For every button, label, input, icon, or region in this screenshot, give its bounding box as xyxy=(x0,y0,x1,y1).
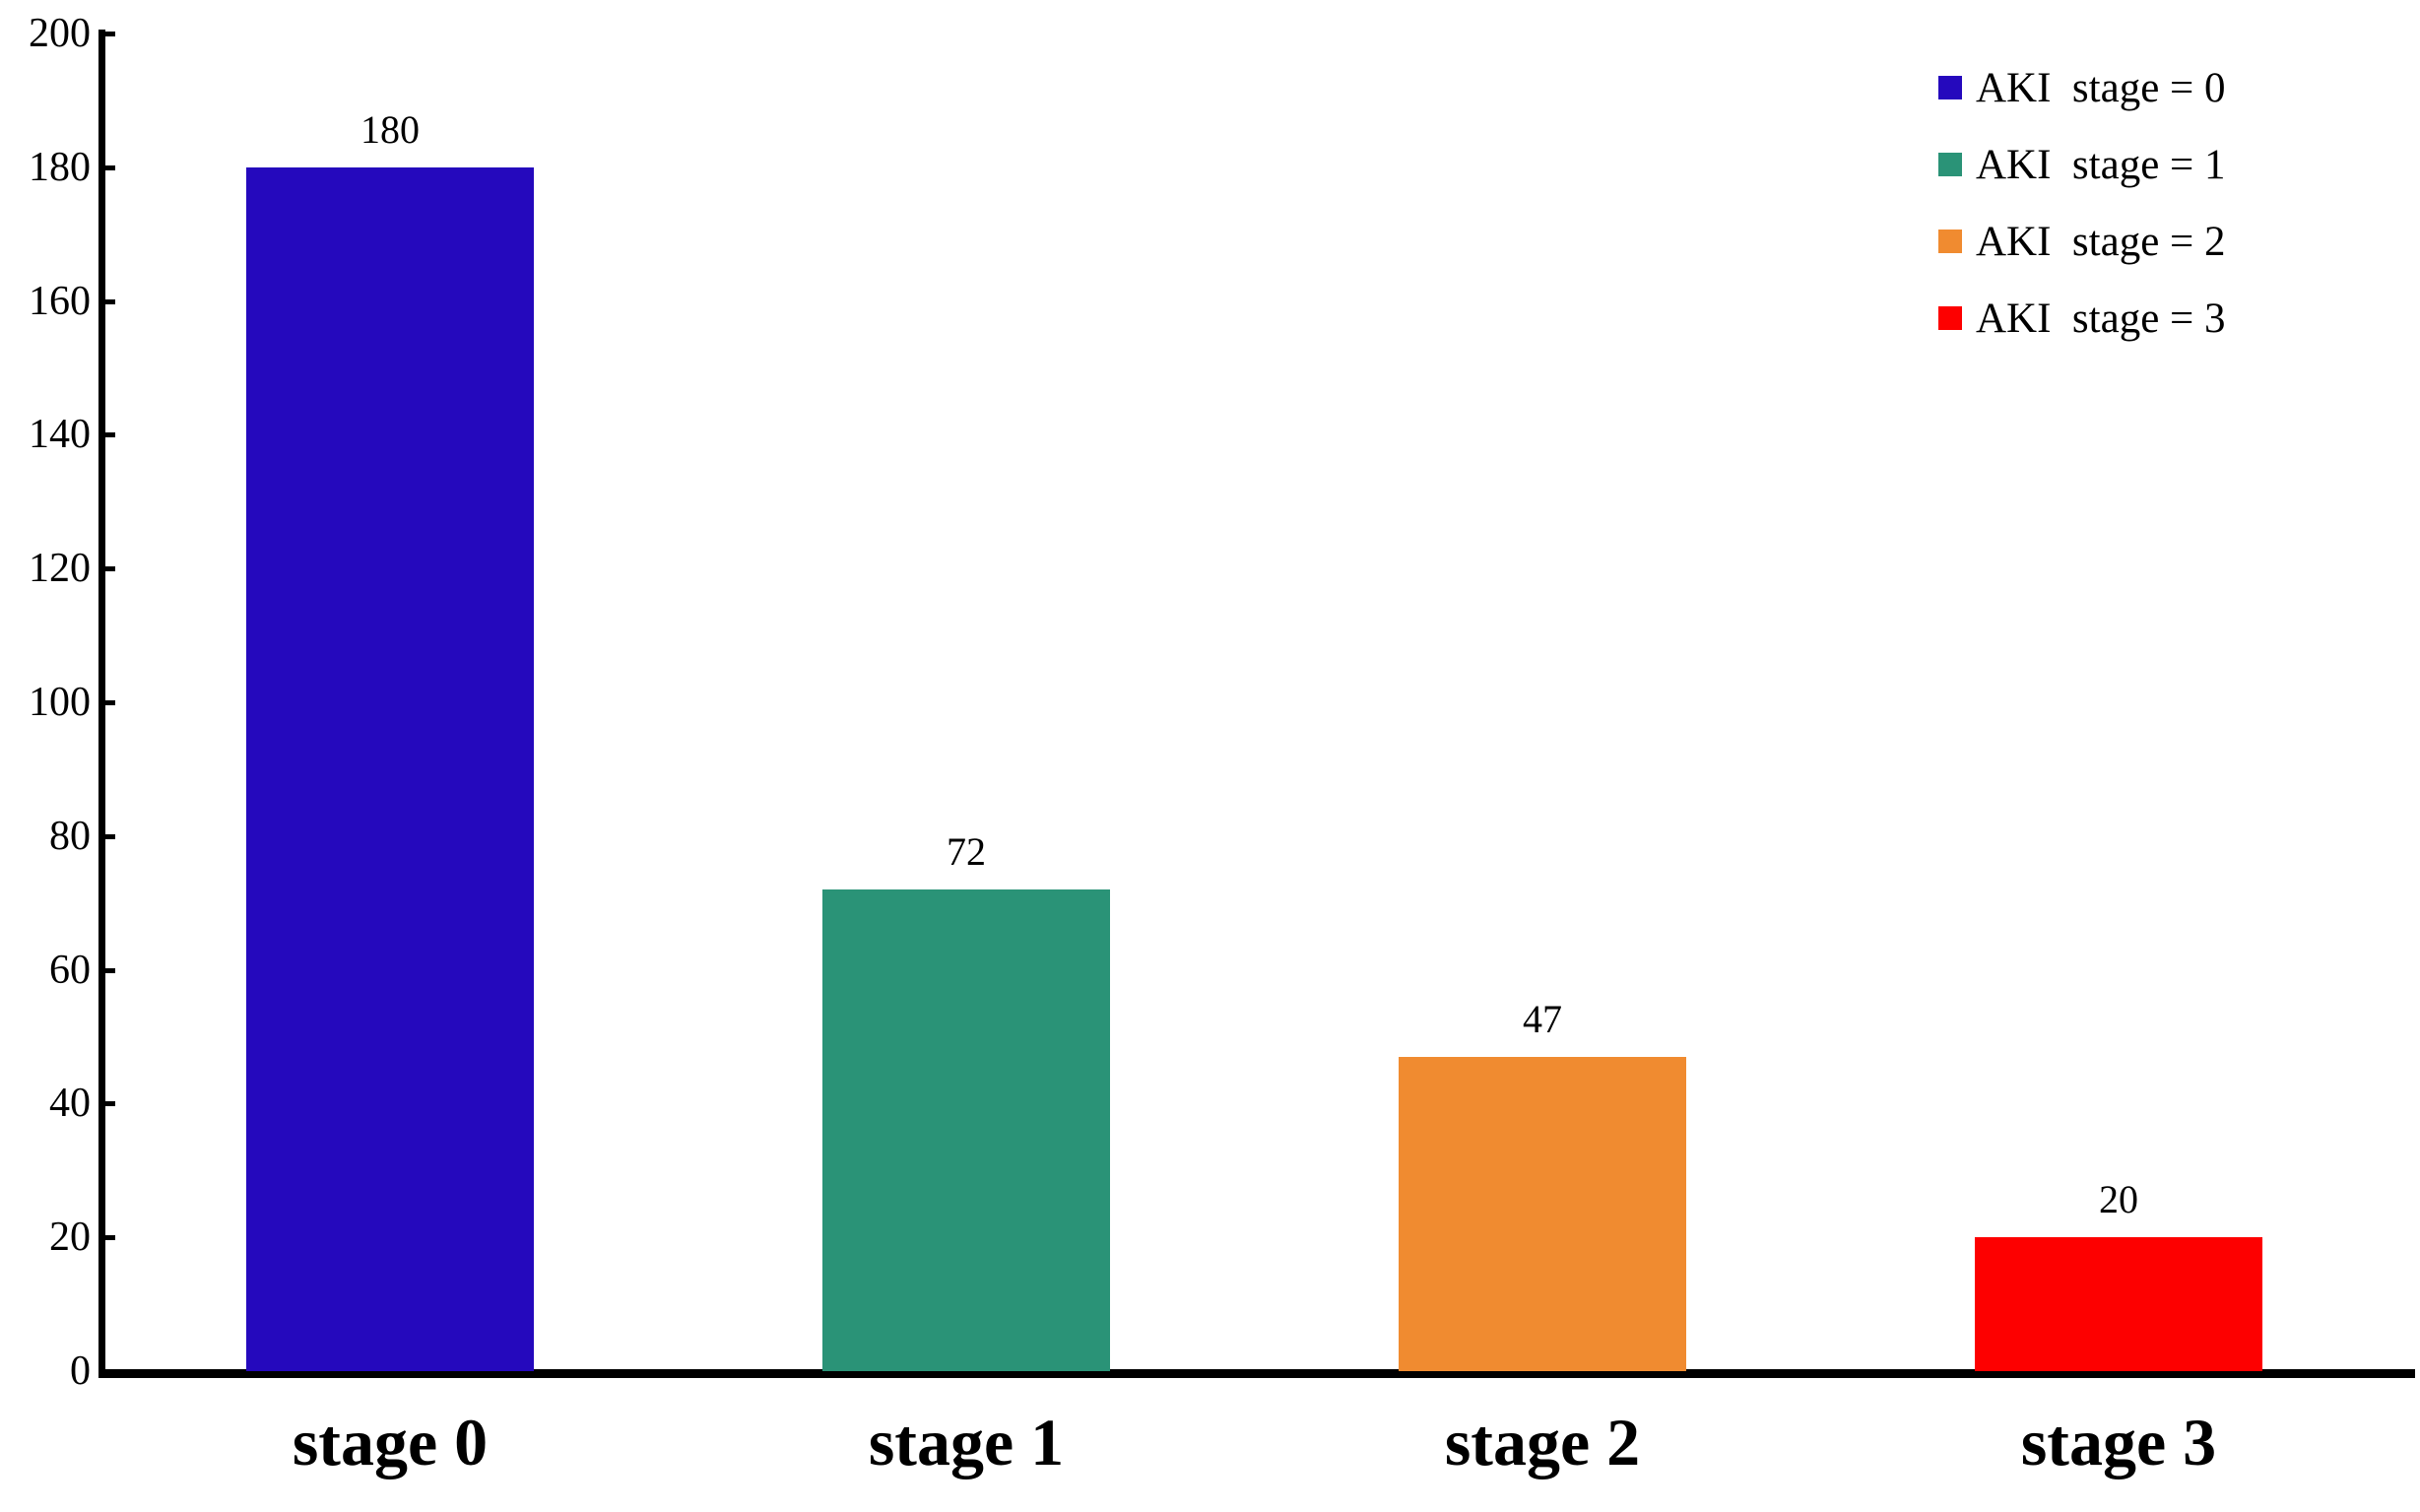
y-axis-tick xyxy=(100,298,115,304)
legend-color-swatch xyxy=(1938,76,1962,99)
bar-value-label: 180 xyxy=(360,106,420,152)
legend-item-label: AKI stage = 2 xyxy=(1976,218,2226,265)
bar-value-label: 20 xyxy=(2099,1177,2138,1222)
y-axis-tick xyxy=(100,967,115,973)
y-axis-tick xyxy=(100,700,115,705)
bar-stage-1 xyxy=(822,889,1110,1371)
legend-item: AKI stage = 1 xyxy=(1938,126,2226,203)
y-axis-tick xyxy=(100,1101,115,1107)
y-axis-tick-label: 200 xyxy=(29,11,91,56)
y-axis-tick-label: 140 xyxy=(29,412,91,458)
y-axis-tick xyxy=(100,1369,115,1374)
legend-color-swatch xyxy=(1938,153,1962,176)
y-axis-tick xyxy=(100,1235,115,1241)
bar-stage-2 xyxy=(1399,1056,1686,1371)
y-axis-tick-label: 20 xyxy=(49,1215,91,1261)
x-axis-label-stage-0: stage 0 xyxy=(292,1405,489,1479)
legend-item-label: AKI stage = 3 xyxy=(1976,295,2226,342)
bar-stage-3 xyxy=(1975,1237,2262,1371)
legend: AKI stage = 0 AKI stage = 1 AKI stage = 2 A… xyxy=(1938,49,2226,357)
y-axis-tick-label: 180 xyxy=(29,144,91,190)
y-axis-tick-label: 60 xyxy=(49,947,91,993)
x-axis-label-stage-1: stage 1 xyxy=(868,1405,1065,1479)
y-axis-tick-label: 120 xyxy=(29,546,91,592)
y-axis-tick-label: 160 xyxy=(29,278,91,324)
y-axis-tick-label: 80 xyxy=(49,813,91,859)
bar-value-label: 47 xyxy=(1523,996,1562,1041)
legend-item: AKI stage = 3 xyxy=(1938,280,2226,357)
y-axis-tick-label: 100 xyxy=(29,680,91,725)
legend-item-label: AKI stage = 0 xyxy=(1976,64,2226,111)
y-axis-tick xyxy=(100,833,115,839)
y-axis-tick-label: 40 xyxy=(49,1081,91,1127)
y-axis-tick xyxy=(100,32,115,36)
y-axis-tick-label: 0 xyxy=(70,1348,91,1394)
y-axis-tick xyxy=(100,164,115,170)
legend-item-label: AKI stage = 1 xyxy=(1976,141,2226,188)
legend-color-swatch xyxy=(1938,230,1962,253)
legend-item: AKI stage = 0 xyxy=(1938,49,2226,126)
legend-color-swatch xyxy=(1938,306,1962,330)
x-axis-label-stage-3: stage 3 xyxy=(2020,1405,2217,1479)
y-axis-tick xyxy=(100,432,115,438)
y-axis-tick xyxy=(100,566,115,572)
legend-item: AKI stage = 2 xyxy=(1938,203,2226,280)
x-axis xyxy=(98,1369,2415,1378)
x-axis-label-stage-2: stage 2 xyxy=(1444,1405,1641,1479)
bar-stage-0 xyxy=(246,166,534,1371)
bar-value-label: 72 xyxy=(947,829,986,875)
